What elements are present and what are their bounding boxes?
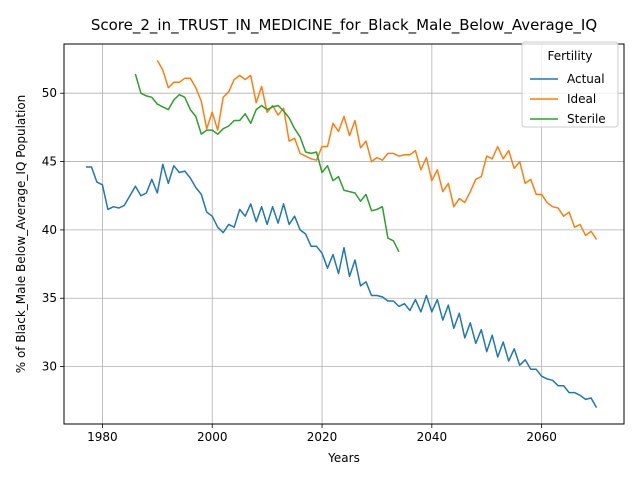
- y-axis-label: % of Black_Male Below_Average_IQ Populat…: [14, 95, 28, 374]
- x-axis-ticks: 1980 2000 2020 2040 2060: [87, 424, 557, 444]
- legend-label-ideal: Ideal: [567, 92, 596, 106]
- legend-items: Actual Ideal Sterile: [530, 72, 606, 126]
- x-axis-label: Years: [327, 451, 360, 465]
- legend-label-actual: Actual: [567, 72, 605, 86]
- legend-box: [521, 41, 619, 128]
- series-line-ideal: [156, 60, 598, 240]
- legend: Fertility Actual Ideal Sterile: [521, 41, 619, 128]
- legend-label-sterile: Sterile: [567, 112, 606, 126]
- series-layer: [86, 60, 598, 408]
- chart-title: Score_2_in_TRUST_IN_MEDICINE_for_Black_M…: [91, 16, 597, 35]
- y-tick-label: 45: [42, 155, 57, 169]
- series-line-actual: [86, 163, 598, 408]
- y-tick-label: 35: [42, 291, 57, 305]
- plot-border: [63, 43, 625, 425]
- x-tick-label: 1980: [87, 430, 118, 444]
- y-tick-label: 30: [42, 360, 57, 374]
- series-line-sterile: [134, 73, 400, 253]
- x-tick-label: 2060: [526, 430, 557, 444]
- x-tick-label: 2020: [307, 430, 338, 444]
- y-tick-label: 40: [42, 223, 57, 237]
- y-tick-label: 50: [42, 86, 57, 100]
- y-axis-ticks: 30 35 40 45 50: [42, 86, 64, 374]
- x-tick-label: 2000: [197, 430, 228, 444]
- x-tick-label: 2040: [417, 430, 448, 444]
- legend-title: Fertility: [547, 49, 592, 63]
